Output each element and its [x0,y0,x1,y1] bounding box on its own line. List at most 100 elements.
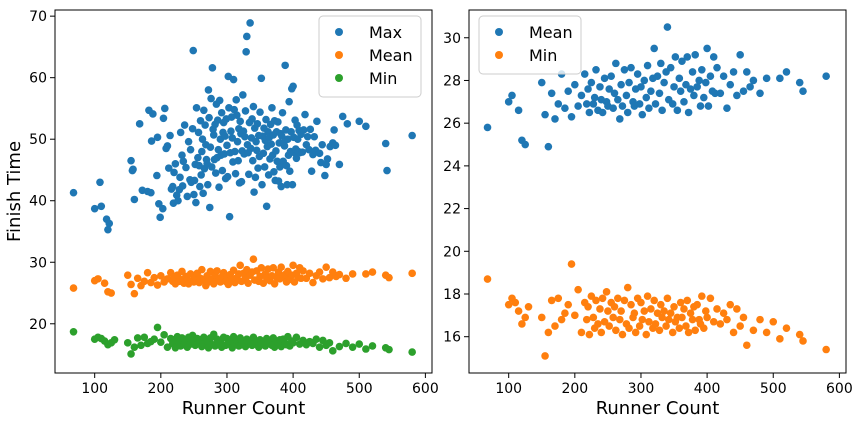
point-max [258,180,266,189]
point-max [256,108,264,116]
point-mean [140,277,149,286]
point-min [618,330,627,339]
point-max [176,173,184,182]
point-min [676,298,685,307]
point-mean [584,85,592,93]
point-mean [733,91,741,100]
point-mean [299,267,307,275]
point-mean [342,274,350,283]
point-mean [711,89,719,98]
point-max [338,112,347,121]
y-tick-label: 70 [29,9,47,25]
point-mean [627,63,635,72]
point-mean [504,98,513,106]
x-tick-label: 400 [280,381,307,397]
point-max [252,146,261,155]
point-max [194,128,203,137]
point-mean [605,85,614,93]
point-min [640,307,649,315]
point-mean [749,76,758,85]
point-mean [153,281,162,289]
point-mean [736,51,744,59]
legend: Max Mean Min [318,15,422,98]
legend-label-max: Max [369,23,402,42]
y-tick-label: 50 [29,132,47,148]
point-max [272,147,280,155]
point-max [90,204,99,213]
y-tick-label: 20 [29,317,47,333]
point-mean [633,70,642,78]
point-mean [614,95,622,104]
point-mean [658,106,666,115]
point-min [733,305,741,313]
point-max [203,180,212,189]
point-max [281,61,289,70]
point-max [243,32,251,41]
point-min [597,328,606,337]
point-mean [666,63,675,72]
legend-marker-max [335,28,343,36]
point-mean [668,100,677,108]
left-scatter-panel: 100 200 300 400 500 600 20 30 40 50 60 70 Runner Cou… [4,9,439,419]
point-max [330,126,338,134]
point-min [736,322,744,330]
point-max [227,127,235,136]
point-mean [676,87,685,95]
point-min [666,309,675,318]
point-mean [635,100,644,108]
point-max [310,132,319,141]
point-mean [671,53,680,61]
point-max [183,192,192,201]
point-min [127,350,135,358]
point-mean [157,271,165,280]
point-max [179,157,188,166]
point-min [514,307,523,315]
y-tick-label: 30 [443,31,461,47]
point-max [69,188,78,197]
point-min [551,322,559,330]
point-mean [574,102,582,110]
point-min [564,300,573,309]
point-max [221,132,229,140]
point-max [171,160,180,168]
point-mean [107,289,116,297]
point-min [795,330,804,339]
point-min [698,292,706,300]
point-max [292,154,301,163]
point-min [582,315,591,324]
point-mean [229,266,238,275]
point-mean [617,80,625,89]
point-min [524,303,533,311]
point-min [799,337,807,345]
point-mean [213,267,221,275]
point-min [362,345,370,353]
point-max [244,170,253,179]
point-max [215,183,223,191]
point-max [225,212,234,221]
point-max [252,137,260,146]
point-max [254,164,262,172]
point-mean [567,112,576,121]
point-mean [270,279,279,288]
point-mean [645,104,653,113]
legend-label-mean: Mean [529,23,573,42]
point-min [504,300,513,309]
point-min [719,309,728,318]
y-tick-label: 24 [443,159,461,175]
point-mean [776,74,784,83]
point-max [236,117,244,126]
point-min [782,324,791,332]
points-layer [69,19,416,358]
point-max [204,86,213,94]
point-mean [580,70,589,78]
point-max [178,182,187,190]
point-max [166,131,174,140]
point-min [537,313,546,322]
x-tick-label: 400 [694,381,721,397]
point-min [635,322,644,330]
x-axis-label: Runner Count [182,398,306,419]
point-mean [589,100,598,108]
point-max [211,169,220,177]
point-mean [610,89,619,98]
